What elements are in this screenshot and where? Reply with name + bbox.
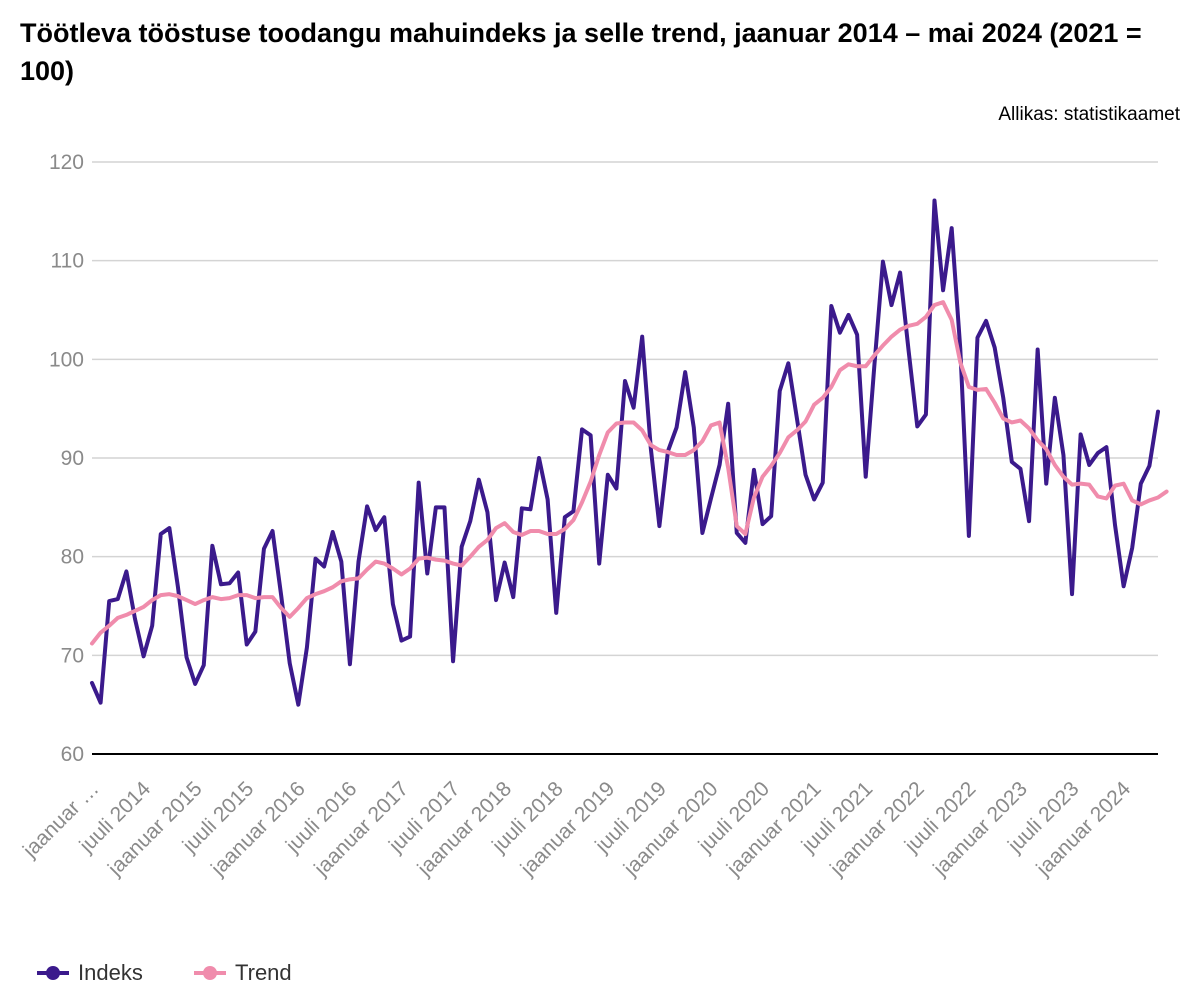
y-tick-label: 60	[61, 743, 84, 766]
y-tick-label: 100	[49, 348, 84, 371]
trend-legend-dot	[203, 966, 217, 980]
series-line-indeks[interactable]	[90, 198, 1160, 707]
legend-item-trend[interactable]: Trend	[193, 958, 292, 988]
legend-label-trend: Trend	[235, 960, 292, 985]
y-tick-label: 110	[51, 250, 84, 273]
legend-label-indeks: Indeks	[78, 960, 143, 985]
y-tick-label: 80	[61, 546, 84, 569]
y-tick-label: 70	[61, 644, 84, 667]
chart-title: Töötleva tööstuse toodangu mahuindeks ja…	[20, 18, 1142, 86]
y-tick-label: 90	[61, 447, 84, 470]
source-note: Allikas: statistikaamet	[998, 104, 1180, 125]
y-axis-ticks: 60 70 80 90 100 110 120	[49, 151, 84, 766]
trend-legend-marker	[194, 966, 226, 980]
y-tick-label: 120	[49, 151, 84, 174]
series-lines	[90, 198, 1169, 707]
gridlines	[92, 161, 1158, 657]
series-line-trend[interactable]	[90, 300, 1169, 646]
indeks-legend-dot	[46, 966, 60, 980]
line-chart: 60 70 80 90 100 110 120 jaanuar …juuli 2014jaa…	[18, 151, 1169, 881]
legend-item-indeks[interactable]: Indeks	[36, 958, 143, 988]
indeks-legend-marker	[37, 966, 69, 980]
